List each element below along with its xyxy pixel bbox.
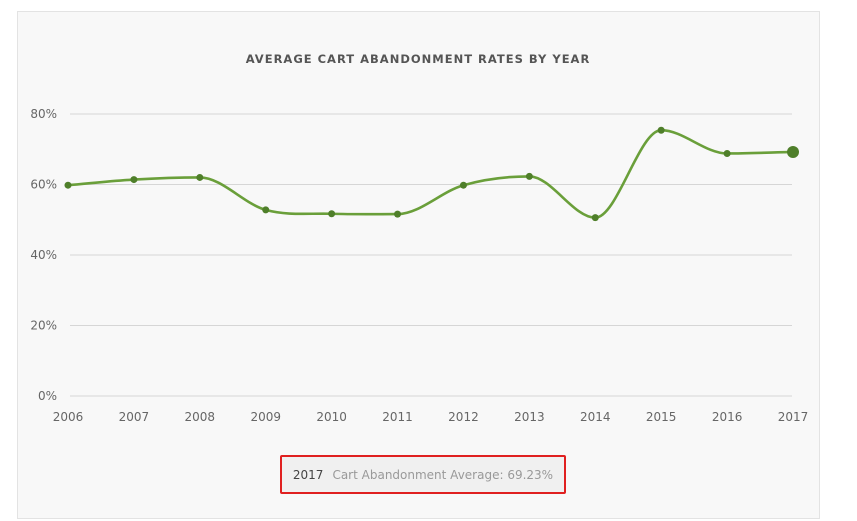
x-tick-label: 2014 xyxy=(580,410,611,424)
data-point[interactable] xyxy=(196,173,204,181)
x-tick-label: 2007 xyxy=(119,410,150,424)
data-points xyxy=(64,126,799,222)
x-tick-label: 2015 xyxy=(646,410,677,424)
y-tick-label: 20% xyxy=(30,319,57,333)
data-point[interactable] xyxy=(591,214,599,222)
x-tick-label: 2008 xyxy=(185,410,216,424)
y-tick-label: 0% xyxy=(38,389,57,403)
chart-title: AVERAGE CART ABANDONMENT RATES BY YEAR xyxy=(246,52,591,66)
data-point[interactable] xyxy=(394,210,402,218)
data-point[interactable] xyxy=(459,181,467,189)
data-point[interactable] xyxy=(130,176,138,184)
data-point[interactable] xyxy=(525,172,533,180)
data-point-highlighted[interactable] xyxy=(787,145,799,158)
highlight-tooltip: 2017 Cart Abandonment Average: 69.23% xyxy=(280,455,566,494)
x-tick-label: 2006 xyxy=(53,410,84,424)
data-point[interactable] xyxy=(657,126,665,134)
x-axis: 2006 2007 2008 2009 2010 2011 2012 2013 2014 2015… xyxy=(53,410,809,424)
x-tick-label: 2012 xyxy=(448,410,479,424)
x-tick-label: 2016 xyxy=(712,410,743,424)
y-axis: 0% 20% 40% 60% 80% xyxy=(30,107,57,403)
series-line xyxy=(66,128,795,219)
data-point[interactable] xyxy=(64,181,72,189)
x-tick-label: 2010 xyxy=(316,410,347,424)
x-tick-label: 2011 xyxy=(382,410,413,424)
x-tick-label: 2009 xyxy=(250,410,281,424)
y-tick-label: 40% xyxy=(30,248,57,262)
data-point[interactable] xyxy=(328,210,336,218)
data-point[interactable] xyxy=(723,149,731,157)
chart-card xyxy=(17,11,820,519)
x-tick-label: 2013 xyxy=(514,410,545,424)
grid xyxy=(70,113,792,397)
y-tick-label: 60% xyxy=(30,178,57,192)
y-tick-label: 80% xyxy=(30,107,57,121)
tooltip-label: Cart Abandonment Average: 69.23% xyxy=(332,467,554,482)
data-point[interactable] xyxy=(262,206,270,214)
tooltip-year: 2017 xyxy=(292,467,324,482)
x-tick-label: 2017 xyxy=(778,410,809,424)
